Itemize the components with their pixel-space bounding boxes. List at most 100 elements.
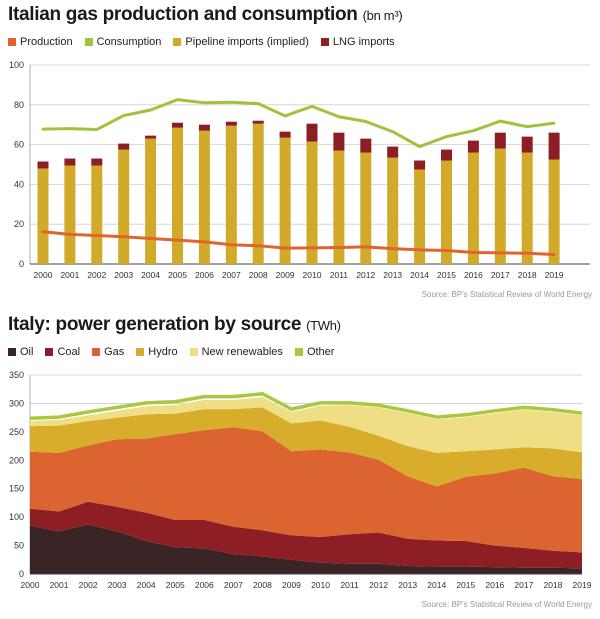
power-x-tick-label: 2004 xyxy=(137,580,156,590)
power-x-tick-label: 2012 xyxy=(369,580,388,590)
legend-label: Pipeline imports (implied) xyxy=(185,36,309,48)
power-x-tick-label: 2015 xyxy=(456,580,475,590)
power-y-tick-label: 150 xyxy=(9,484,24,494)
power-x-tick-label: 2010 xyxy=(311,580,330,590)
power-x-tick-label: 2006 xyxy=(195,580,214,590)
lng-bar-2004 xyxy=(145,135,157,139)
gas-x-tick-label: 2008 xyxy=(249,270,268,280)
power-x-tick-label: 2009 xyxy=(282,580,301,590)
lng-bar-2010 xyxy=(306,123,318,142)
gas-chart-unit: (bn m³) xyxy=(362,8,403,23)
pipeline-bar-2001 xyxy=(64,165,76,264)
power-x-tick-label: 2008 xyxy=(253,580,272,590)
legend-label: LNG imports xyxy=(332,36,395,48)
gas-x-tick-label: 2014 xyxy=(410,270,429,280)
legend-swatch xyxy=(84,38,93,46)
legend-swatch xyxy=(92,348,101,356)
pipeline-bar-2019 xyxy=(548,159,560,264)
lng-bar-2009 xyxy=(279,131,291,138)
power-x-tick-label: 2002 xyxy=(79,580,98,590)
pipeline-bar-2003 xyxy=(118,149,130,264)
legend-label: Production xyxy=(20,36,73,48)
pipeline-bar-2012 xyxy=(360,152,372,264)
gas-x-tick-label: 2001 xyxy=(60,270,79,280)
production-line xyxy=(41,230,556,256)
gas-x-tick-label: 2012 xyxy=(356,270,375,280)
gas-x-tick-label: 2018 xyxy=(518,270,537,280)
gas-x-tick-label: 2019 xyxy=(545,270,564,280)
power-chart-source: Source: BP's Statistical Review of World… xyxy=(421,600,592,609)
gas-legend-pipeline-imports-implied: Pipeline imports (implied) xyxy=(173,36,309,48)
power-x-tick-label: 2019 xyxy=(573,580,592,590)
legend-label: Hydro xyxy=(148,346,178,358)
gas-x-tick-label: 2002 xyxy=(87,270,106,280)
consumption-line xyxy=(41,98,556,149)
gas-x-tick-label: 2011 xyxy=(330,270,349,280)
legend-label: Coal xyxy=(57,346,81,358)
power-y-tick-label: 0 xyxy=(19,569,24,579)
gas-x-tick-label: 2013 xyxy=(383,270,402,280)
lng-bar-2005 xyxy=(172,122,183,128)
gas-y-tick-label: 20 xyxy=(14,219,24,229)
power-x-tick-label: 2007 xyxy=(224,580,243,590)
power-x-tick-label: 2013 xyxy=(398,580,417,590)
gas-chart-plot: 0 20 40 60 80 100 2000 2001 2002 2003 2004 2005 2006… xyxy=(9,60,590,280)
power-legend-oil: Oil xyxy=(8,346,33,358)
power-x-tick-label: 2000 xyxy=(21,580,40,590)
hydro-area xyxy=(30,407,582,487)
gas-y-tick-label: 0 xyxy=(19,259,24,269)
gas-x-tick-label: 2017 xyxy=(491,270,510,280)
lng-bar-2008 xyxy=(252,120,264,124)
gas-y-tick-label: 100 xyxy=(9,60,24,70)
legend-swatch xyxy=(294,348,303,356)
gas-x-tick-label: 2010 xyxy=(303,270,322,280)
legend-label: New renewables xyxy=(201,346,283,358)
power-legend-other: Other xyxy=(294,346,335,358)
pipeline-bar-2000 xyxy=(37,168,49,264)
gas-y-tick-label: 80 xyxy=(14,100,24,110)
gas-x-tick-label: 2004 xyxy=(141,270,160,280)
power-chart-title: Italy: power generation by source (TWh) xyxy=(8,314,341,336)
pipeline-bar-2006 xyxy=(198,130,210,264)
coal-area xyxy=(30,501,582,569)
power-y-tick-label: 100 xyxy=(9,512,24,522)
lng-bar-2014 xyxy=(414,160,426,170)
pipeline-bar-2008 xyxy=(252,123,264,264)
other-area xyxy=(29,392,583,420)
gas-legend-production: Production xyxy=(8,36,73,48)
power-legend-hydro: Hydro xyxy=(136,346,178,358)
power-legend: Oil Coal Gas Hydro New renewables Other xyxy=(8,346,334,358)
legend-swatch xyxy=(8,38,16,46)
gas-y-tick-label: 60 xyxy=(14,140,24,150)
power-legend-gas: Gas xyxy=(92,346,124,358)
power-chart-unit: (TWh) xyxy=(306,318,341,333)
power-x-tick-label: 2005 xyxy=(166,580,185,590)
lng-bar-2013 xyxy=(387,146,399,158)
gas-x-tick-label: 2016 xyxy=(464,270,483,280)
gas-chart-source: Source: BP's Statistical Review of World… xyxy=(421,290,592,299)
power-x-tick-label: 2001 xyxy=(50,580,69,590)
gas-area xyxy=(30,427,582,553)
power-x-tick-label: 2017 xyxy=(514,580,533,590)
power-y-tick-label: 50 xyxy=(14,541,24,551)
lng-bar-2000 xyxy=(37,161,49,169)
lng-bar-2015 xyxy=(441,149,452,161)
legend-swatch xyxy=(189,348,198,356)
gas-legend-consumption: Consumption xyxy=(84,36,161,48)
legend-label: Other xyxy=(306,346,335,358)
legend-swatch xyxy=(45,348,54,356)
gas-x-tick-label: 2005 xyxy=(168,270,187,280)
gas-legend: Production Consumption Pipeline imports (i… xyxy=(8,36,395,48)
pipeline-bar-2017 xyxy=(494,148,506,264)
legend-swatch xyxy=(8,348,16,356)
lng-bar-2002 xyxy=(91,158,103,166)
pipeline-bar-2013 xyxy=(387,157,399,264)
power-x-tick-label: 2016 xyxy=(485,580,504,590)
oil-area xyxy=(30,524,582,574)
power-x-tick-label: 2011 xyxy=(340,580,359,590)
power-y-tick-label: 300 xyxy=(9,398,24,408)
pipeline-bar-2014 xyxy=(414,169,426,264)
lng-bar-2003 xyxy=(118,143,130,150)
gas-chart-title-text: Italian gas production and consumption xyxy=(8,4,358,25)
gas-legend-lng-imports: LNG imports xyxy=(320,36,395,48)
